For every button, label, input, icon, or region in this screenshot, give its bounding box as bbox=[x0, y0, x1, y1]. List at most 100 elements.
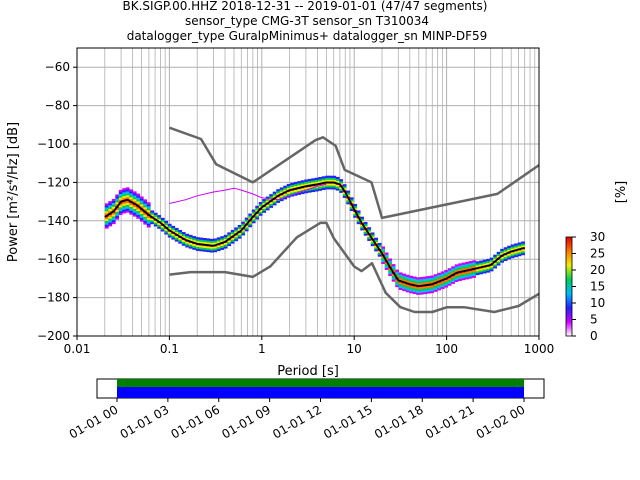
heatmap-cell bbox=[269, 196, 274, 199]
heatmap-cell bbox=[122, 205, 127, 208]
heatmap-cell bbox=[111, 219, 116, 223]
heatmap-cell bbox=[153, 220, 158, 223]
heatmap-cell bbox=[451, 277, 456, 281]
heatmap-cell bbox=[125, 210, 130, 213]
heatmap-cell bbox=[493, 256, 497, 259]
heatmap-cell bbox=[356, 214, 361, 217]
heatmap-cell bbox=[405, 290, 410, 293]
heatmap-cell bbox=[325, 187, 330, 190]
heatmap-cell bbox=[167, 223, 172, 226]
heatmap-cell bbox=[437, 278, 442, 281]
heatmap-cell bbox=[356, 220, 361, 223]
heatmap-cell bbox=[244, 219, 249, 222]
heatmap-cell bbox=[419, 278, 424, 282]
heatmap-cell bbox=[391, 266, 396, 269]
heatmap-cell bbox=[395, 283, 400, 286]
heatmap-cell bbox=[132, 206, 137, 209]
heatmap-cell bbox=[440, 271, 445, 274]
heatmap-cell bbox=[192, 247, 197, 250]
heatmap-cell bbox=[374, 245, 379, 248]
heatmap-cell bbox=[150, 210, 155, 213]
heatmap-cell bbox=[321, 187, 326, 191]
heatmap-cell bbox=[304, 183, 309, 186]
heatmap-cell bbox=[363, 221, 368, 225]
heatmap-cell bbox=[262, 210, 267, 213]
heatmap-cell bbox=[108, 201, 113, 204]
x-axis-ticks: 0.01 0.1 1 10 100 1000 bbox=[64, 336, 554, 356]
y-tick-label: −160 bbox=[37, 252, 70, 266]
heatmap-cell bbox=[458, 278, 463, 281]
heatmap-cell bbox=[258, 213, 263, 216]
heatmap-cell bbox=[111, 200, 116, 203]
heatmap-cell bbox=[353, 207, 358, 211]
heatmap-cell bbox=[195, 237, 200, 240]
heatmap-cell bbox=[433, 280, 438, 283]
heatmap-cell bbox=[290, 192, 295, 195]
heatmap-cell bbox=[388, 262, 393, 265]
heatmap-cell bbox=[104, 218, 109, 221]
heatmap-cell bbox=[286, 183, 291, 187]
heatmap-cell bbox=[181, 233, 186, 237]
heatmap-cell bbox=[409, 281, 414, 284]
heatmap-cell bbox=[115, 211, 120, 214]
heatmap-cell bbox=[307, 190, 312, 193]
timeline-tick-label: 01-01 00 bbox=[67, 402, 121, 441]
heatmap-cell bbox=[244, 225, 249, 228]
heatmap-cell bbox=[398, 272, 403, 275]
heatmap-cell bbox=[227, 241, 232, 245]
heatmap-cell bbox=[402, 275, 407, 278]
heatmap-cell bbox=[363, 233, 368, 236]
heatmap-cell bbox=[297, 183, 302, 186]
heatmap-cell bbox=[318, 178, 323, 182]
heatmap-cell bbox=[321, 180, 326, 183]
heatmap-cell bbox=[255, 215, 260, 218]
heatmap-cell bbox=[234, 231, 239, 234]
heatmap-cell bbox=[489, 259, 494, 262]
heatmap-cell bbox=[272, 203, 277, 206]
heatmap-cell bbox=[433, 276, 438, 279]
heatmap-cell bbox=[185, 237, 190, 240]
heatmap-cell bbox=[157, 222, 162, 225]
heatmap-cell bbox=[388, 273, 393, 277]
heatmap-cell bbox=[258, 203, 263, 207]
heatmap-cell bbox=[255, 213, 260, 216]
heatmap-cell bbox=[258, 211, 263, 214]
heatmap-cell bbox=[311, 178, 316, 181]
heatmap-cell bbox=[171, 237, 176, 240]
heatmap-cell bbox=[132, 210, 137, 213]
heatmap-cell bbox=[241, 223, 246, 226]
heatmap-cell bbox=[423, 282, 428, 285]
heatmap-cell bbox=[167, 227, 172, 230]
heatmap-cell bbox=[115, 213, 120, 216]
heatmap-cell bbox=[444, 270, 449, 273]
heatmap-cell bbox=[104, 220, 109, 223]
heatmap-cell bbox=[454, 264, 459, 267]
heatmap-cell bbox=[433, 285, 438, 288]
heatmap-cell bbox=[402, 273, 407, 276]
heatmap-cell bbox=[304, 191, 309, 194]
heatmap-cell bbox=[503, 256, 508, 260]
heatmap-cell bbox=[388, 258, 393, 261]
heatmap-cell bbox=[461, 266, 466, 269]
heatmap-cell bbox=[216, 241, 221, 244]
heatmap-cell bbox=[440, 281, 445, 284]
heatmap-cell bbox=[447, 277, 452, 281]
heatmap-cell bbox=[125, 189, 130, 192]
heatmap-cell bbox=[493, 264, 497, 267]
heatmap-cell bbox=[307, 186, 312, 189]
heatmap-cell bbox=[482, 267, 487, 270]
heatmap-cell bbox=[115, 204, 120, 207]
heatmap-cell bbox=[437, 282, 442, 285]
heatmap-cell bbox=[118, 193, 123, 196]
heatmap-cell bbox=[143, 201, 148, 204]
heatmap-cell bbox=[444, 285, 449, 288]
heatmap-cell bbox=[307, 180, 312, 184]
heatmap-cell bbox=[426, 279, 431, 283]
heatmap-cell bbox=[437, 288, 442, 291]
heatmap-cell bbox=[454, 270, 459, 273]
heatmap-cell bbox=[454, 277, 459, 281]
colorbar-tick-label: 25 bbox=[590, 247, 605, 261]
colorbar-ticks: 0 5 10 15 20 25 30 bbox=[572, 230, 605, 343]
heatmap-cell bbox=[304, 181, 309, 184]
